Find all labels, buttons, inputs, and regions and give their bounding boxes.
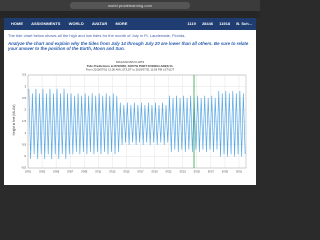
tide-line [28,88,246,160]
x-tick-label: 07/17 [138,171,145,174]
stats: 1119 28446 11918 B. Sch... [182,18,252,30]
x-tick-label: 07/19 [152,171,159,174]
nav-item[interactable]: ASSIGNMENTS [31,21,61,26]
x-tick-label: 07/05 [53,171,60,174]
y-tick-label: -0.5 [21,166,26,170]
x-tick-label: 07/31 [236,171,243,174]
url-bar[interactable]: world.prodelearning.com [70,2,190,9]
prompt-text: Analyze the chart and explain why the ti… [8,41,249,52]
nav-item[interactable]: WORLD [68,21,84,26]
page: world.prodelearning.com HOME ASSIGNMENTS… [0,0,260,185]
chart-subtitle: Tide Predictions at 8722956, SOUTH PORT … [87,64,174,68]
x-tick-label: 07/27 [208,171,215,174]
x-tick-label: 07/15 [123,171,130,174]
x-tick-label: 07/13 [109,171,116,174]
y-tick-label: 0.5 [22,142,26,146]
content: The tide chart below shows all the high … [4,30,256,185]
y-tick-label: 3 [24,84,26,88]
x-tick-label: 07/29 [222,171,229,174]
stat: 1119 [187,21,196,26]
intro-text: The tide chart below shows all the high … [8,33,186,38]
stat: 28446 [201,21,214,26]
x-tick-label: 07/07 [67,171,74,174]
stat: 11918 [219,21,231,26]
y-tick-label: 1 [24,131,26,135]
x-tick-label: 07/25 [194,171,201,174]
nav-item[interactable]: AVATAR [91,21,108,26]
chart-title: NOAA/NOS/CO-OPS [116,60,145,64]
bookmarks-bar [0,11,260,18]
y-tick-label: 2 [24,108,26,112]
nav-item[interactable]: HOME [11,21,23,26]
plot-frame [27,74,247,169]
y-tick-label: 1.5 [22,119,26,123]
nav-item[interactable]: MORE [115,21,128,26]
x-tick-label: 07/11 [95,171,101,174]
user[interactable]: B. Sch... [236,21,252,26]
x-tick-label: 07/23 [180,171,187,174]
browser-bar: world.prodelearning.com [0,0,260,11]
x-tick-label: 07/01 [25,171,32,174]
x-tick-label: 07/21 [166,171,173,174]
y-tick-label: 2.5 [22,96,26,100]
y-axis-label: Height in feet (MLLW) [12,105,16,136]
x-tick-label: 07/03 [39,171,46,174]
y-tick-label: 0 [24,154,26,158]
chart: NOAA/NOS/CO-OPS Tide Predictions at 8722… [8,58,252,183]
x-tick-label: 07/09 [81,171,88,174]
chart-caption: From 2019/07/01 12:00 AM LST/LDT to 2019… [86,68,174,72]
site-nav: HOME ASSIGNMENTS WORLD AVATAR MORE 1119 … [4,18,256,30]
y-tick-label: 3.5 [22,73,26,77]
